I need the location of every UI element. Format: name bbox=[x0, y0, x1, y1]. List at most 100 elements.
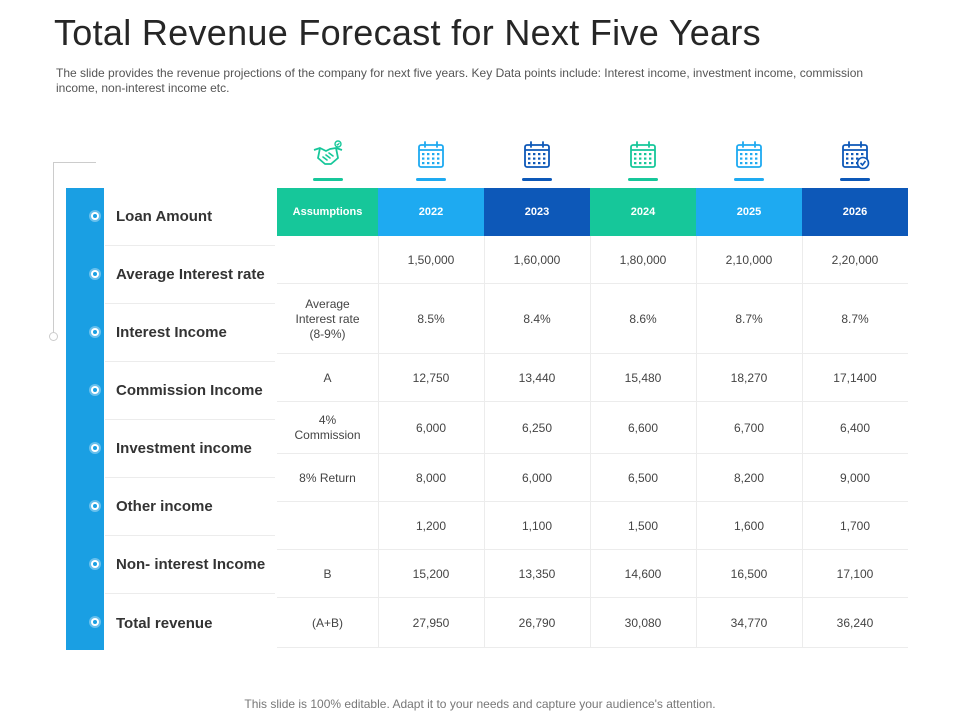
value-cell: 1,700 bbox=[839, 518, 871, 533]
assumption-cell: 4% Commission bbox=[294, 413, 361, 442]
value-cell: 15,200 bbox=[412, 566, 450, 581]
icon-underline bbox=[522, 178, 552, 181]
value-cell: 34,770 bbox=[730, 615, 768, 630]
value-cell: 15,480 bbox=[624, 370, 662, 385]
row-label: Commission Income bbox=[105, 362, 275, 420]
value-cell: 26,790 bbox=[518, 615, 556, 630]
row-divider bbox=[277, 401, 908, 402]
value-cell: 17,1400 bbox=[833, 370, 877, 385]
bullet-dot bbox=[91, 444, 99, 452]
value-cell: 6,700 bbox=[733, 420, 765, 435]
calendar-icon bbox=[732, 138, 766, 172]
header-year: 2026 bbox=[802, 188, 908, 236]
side-bar bbox=[66, 188, 104, 650]
row-label: Total revenue bbox=[116, 614, 213, 632]
value-cell: 13,350 bbox=[518, 566, 556, 581]
bullet-dot bbox=[91, 560, 99, 568]
value-cell: 6,000 bbox=[521, 470, 553, 485]
decorative-bracket bbox=[53, 162, 96, 338]
assumption-cell bbox=[277, 502, 378, 550]
value-cell: 12,750 bbox=[412, 370, 450, 385]
decorative-dot bbox=[49, 332, 58, 341]
row-divider bbox=[277, 597, 908, 598]
bullet-dot bbox=[91, 212, 99, 220]
value-cell: 16,500 bbox=[730, 566, 768, 581]
bullet-dot bbox=[91, 618, 99, 626]
value-cell: 27,950 bbox=[412, 615, 450, 630]
value-cell: 1,200 bbox=[415, 518, 447, 533]
row-divider bbox=[277, 549, 908, 550]
icon-underline bbox=[416, 178, 446, 181]
bullet-dot bbox=[91, 502, 99, 510]
column-divider bbox=[378, 236, 379, 648]
value-cell: 8.5% bbox=[417, 311, 445, 326]
page-subtitle: The slide provides the revenue projectio… bbox=[56, 66, 864, 95]
value-cell: 6,600 bbox=[627, 420, 659, 435]
header-year: 2023 bbox=[484, 188, 590, 236]
value-cell: 1,100 bbox=[521, 518, 553, 533]
bullet-dot bbox=[91, 386, 99, 394]
value-cell: 2,20,000 bbox=[831, 252, 879, 267]
row-divider bbox=[277, 353, 908, 354]
row-label: Other income bbox=[105, 478, 275, 536]
value-cell: 6,500 bbox=[627, 470, 659, 485]
value-cell: 1,60,000 bbox=[513, 252, 561, 267]
row-label: Average Interest rate bbox=[105, 246, 275, 304]
value-cell: 8,200 bbox=[733, 470, 765, 485]
bullet-dot bbox=[91, 270, 99, 278]
header-year: 2025 bbox=[696, 188, 802, 236]
column-divider bbox=[590, 236, 591, 648]
row-label: Interest Income bbox=[105, 304, 275, 362]
value-cell: 8.4% bbox=[523, 311, 551, 326]
value-cell: 1,600 bbox=[733, 518, 765, 533]
value-cell: 30,080 bbox=[624, 615, 662, 630]
assumption-cell: (A+B) bbox=[311, 615, 343, 630]
value-cell: 6,400 bbox=[839, 420, 871, 435]
header-year: 2022 bbox=[378, 188, 484, 236]
value-cell: 8.7% bbox=[735, 311, 763, 326]
value-cell: 6,250 bbox=[521, 420, 553, 435]
calendar-icon bbox=[626, 138, 660, 172]
footer-note: This slide is 100% editable. Adapt it to… bbox=[244, 697, 716, 711]
value-cell: 18,270 bbox=[730, 370, 768, 385]
calendar-check-icon bbox=[838, 138, 872, 172]
value-cell: 9,000 bbox=[839, 470, 871, 485]
assumption-cell: 8% Return bbox=[299, 470, 356, 485]
value-cell: 1,500 bbox=[627, 518, 659, 533]
row-divider bbox=[277, 283, 908, 284]
assumption-cell bbox=[277, 236, 378, 284]
value-cell: 8.7% bbox=[841, 311, 869, 326]
value-cell: 36,240 bbox=[836, 615, 874, 630]
row-divider bbox=[277, 647, 908, 648]
row-divider bbox=[277, 501, 908, 502]
assumption-cell: Average Interest rate (8-9%) bbox=[295, 296, 360, 341]
value-cell: 8.6% bbox=[629, 311, 657, 326]
value-cell: 2,10,000 bbox=[725, 252, 773, 267]
assumption-cell: B bbox=[323, 566, 332, 581]
assumption-cell: A bbox=[323, 370, 332, 385]
value-cell: 6,000 bbox=[415, 420, 447, 435]
header-assumptions: Assumptions bbox=[277, 188, 378, 236]
icon-underline bbox=[312, 178, 343, 181]
value-cell: 1,50,000 bbox=[407, 252, 455, 267]
page-title: Total Revenue Forecast for Next Five Yea… bbox=[54, 12, 761, 53]
value-cell: 1,80,000 bbox=[619, 252, 667, 267]
bullet-dot bbox=[91, 328, 99, 336]
row-divider bbox=[277, 453, 908, 454]
calendar-icon bbox=[520, 138, 554, 172]
header-year: 2024 bbox=[590, 188, 696, 236]
handshake-icon bbox=[311, 138, 345, 172]
row-label: Investment income bbox=[105, 420, 275, 478]
column-divider bbox=[696, 236, 697, 648]
value-cell: 17,100 bbox=[836, 566, 874, 581]
column-divider bbox=[484, 236, 485, 648]
column-divider bbox=[802, 236, 803, 648]
calendar-icon bbox=[414, 138, 448, 172]
icon-underline bbox=[734, 178, 764, 181]
value-cell: 13,440 bbox=[518, 370, 556, 385]
row-label: Loan Amount bbox=[105, 188, 275, 246]
value-cell: 14,600 bbox=[624, 566, 662, 581]
icon-underline bbox=[840, 178, 870, 181]
icon-underline bbox=[628, 178, 658, 181]
value-cell: 8,000 bbox=[415, 470, 447, 485]
